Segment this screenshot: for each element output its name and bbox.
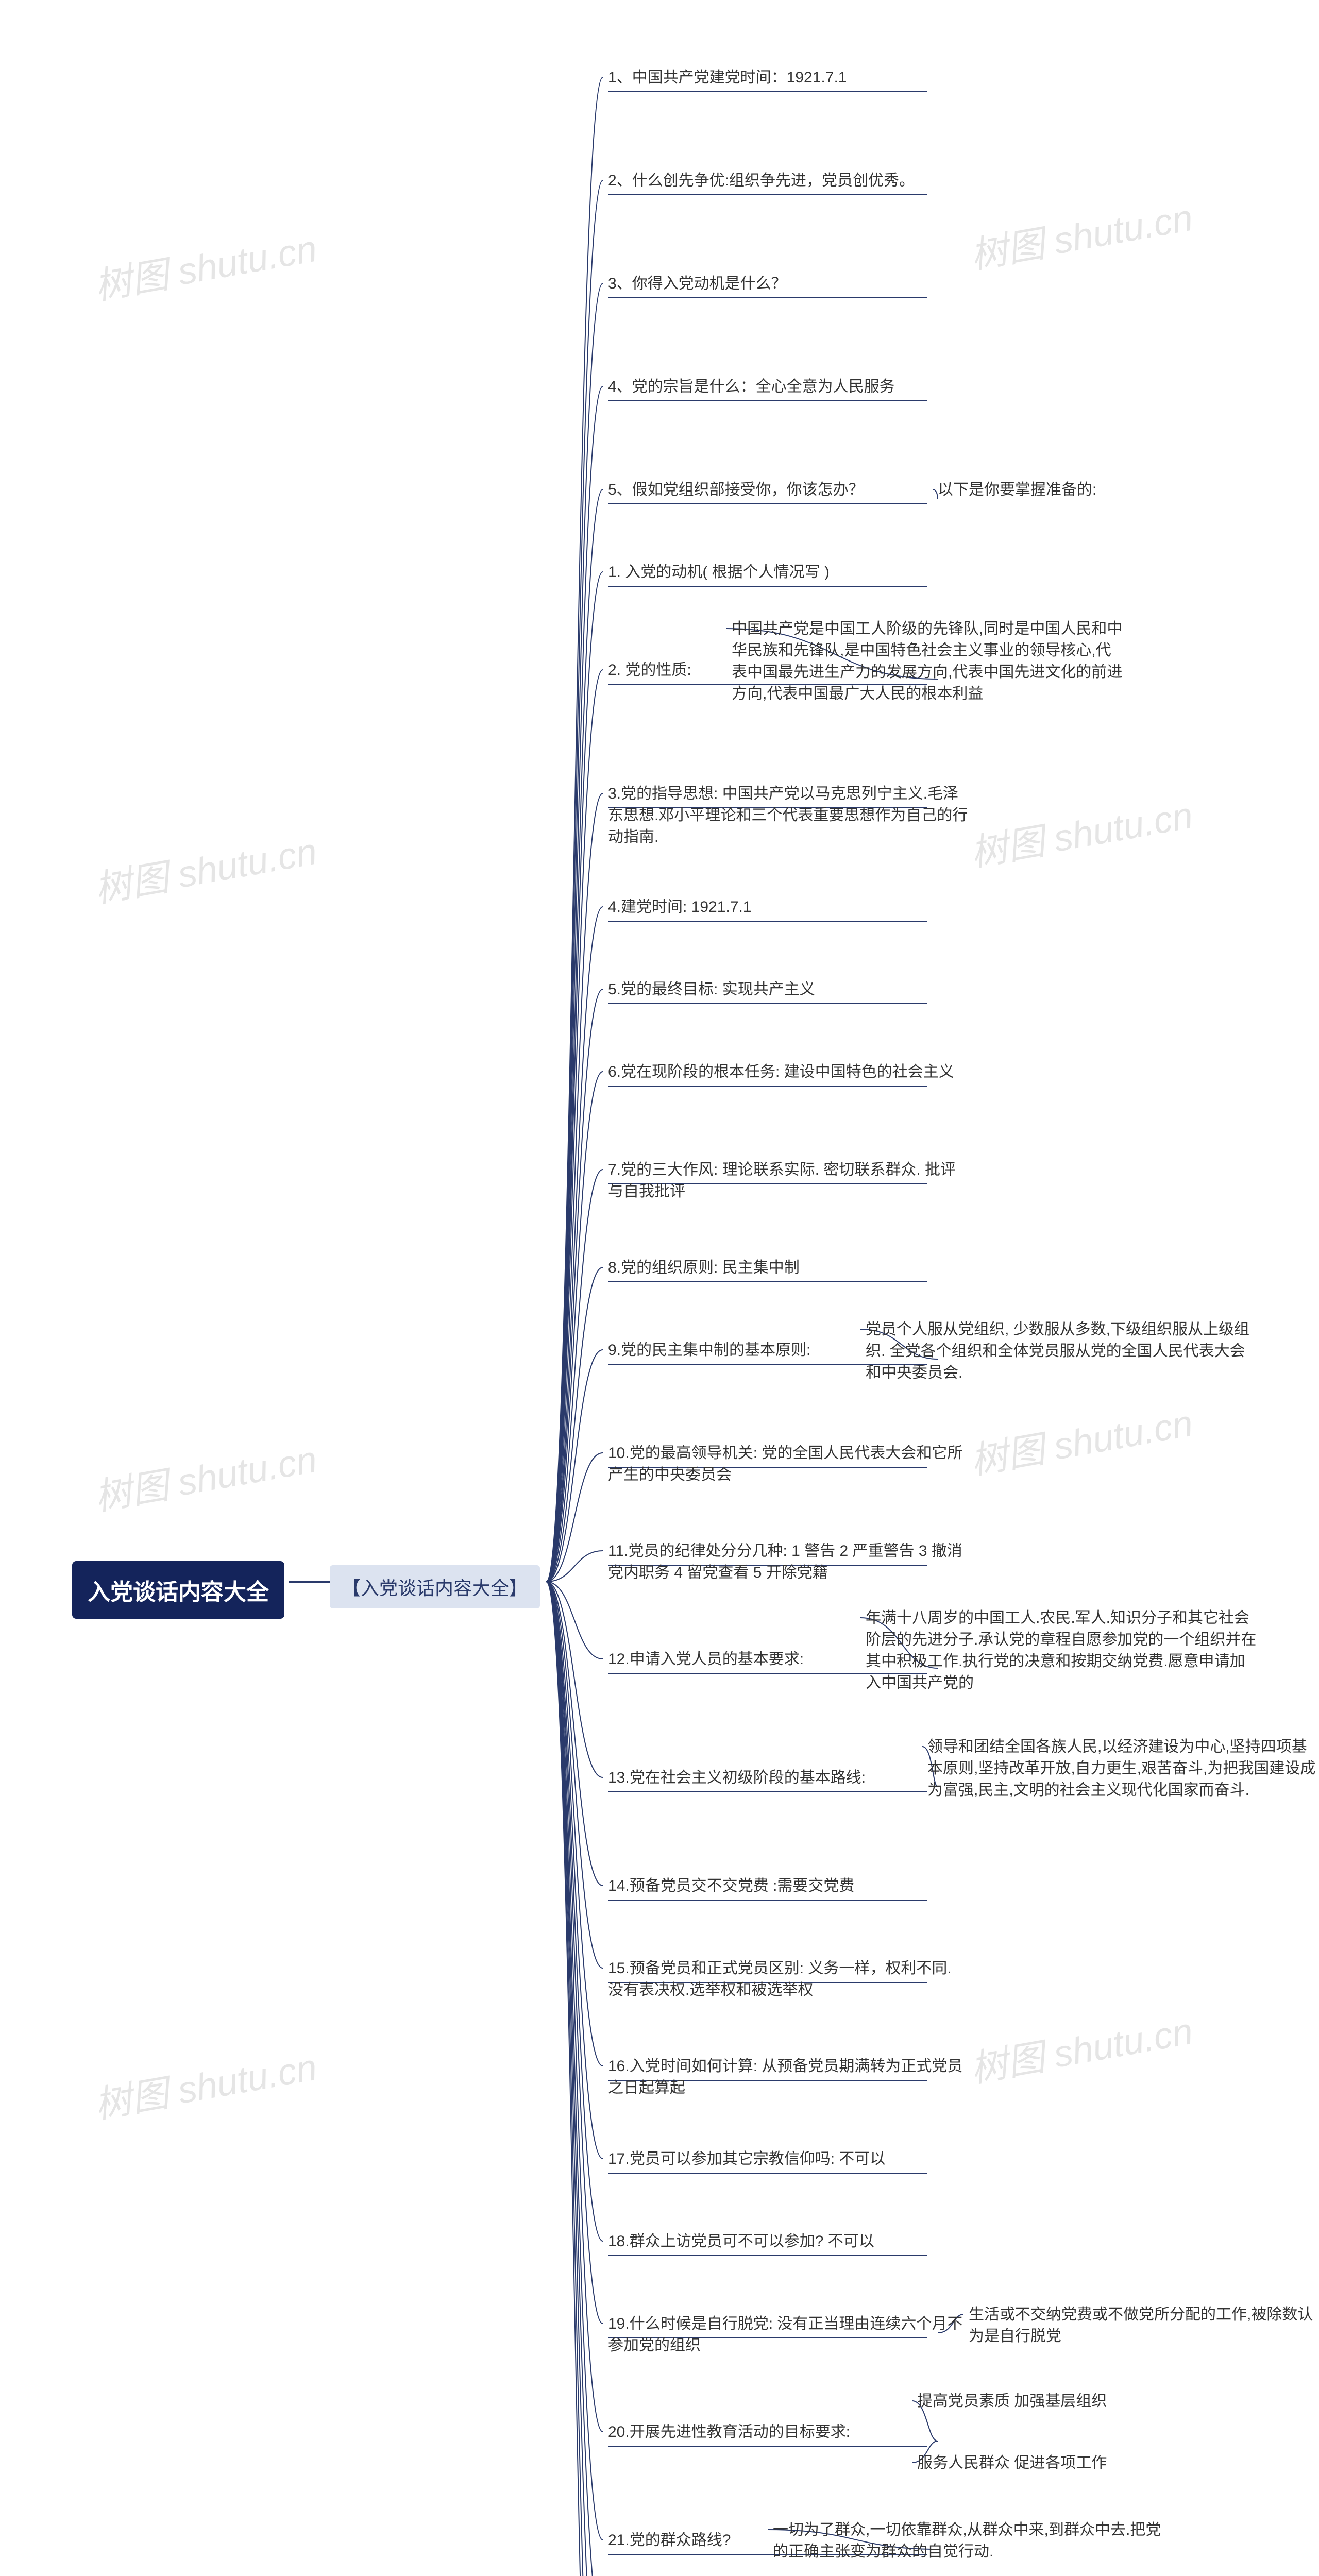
branch-node[interactable]: 4、党的宗旨是什么：全心全意为人民服务 <box>608 376 895 398</box>
branch-node[interactable]: 2、什么创先争优:组织争先进，党员创优秀。 <box>608 170 915 192</box>
branch-node[interactable]: 8.党的组织原则: 民主集中制 <box>608 1257 800 1279</box>
child-node[interactable]: 中国共产党是中国工人阶级的先锋队,同时是中国人民和中华民族和先锋队,是中国特色社… <box>732 618 1123 705</box>
branch-node[interactable]: 1. 入党的动机( 根据个人情况写 ) <box>608 562 830 583</box>
branch-node[interactable]: 18.群众上访党员可不可以参加? 不可以 <box>608 2231 874 2252</box>
branch-node[interactable]: 6.党在现阶段的根本任务: 建设中国特色的社会主义 <box>608 1061 954 1083</box>
branch-node[interactable]: 21.党的群众路线? <box>608 2530 731 2551</box>
branch-node[interactable]: 9.党的民主集中制的基本原则: <box>608 1340 810 1361</box>
branch-node[interactable]: 15.预备党员和正式党员区别: 义务一样，权利不同. 没有表决权.选举权和被选举… <box>608 1958 969 2001</box>
watermark: 树图 shutu.cn <box>90 1429 320 1521</box>
watermark: 树图 shutu.cn <box>966 187 1196 279</box>
watermark: 树图 shutu.cn <box>966 785 1196 877</box>
child-node[interactable]: 年满十八周岁的中国工人.农民.军人.知识分子和其它社会阶层的先进分子.承认党的章… <box>866 1607 1257 1694</box>
branch-node[interactable]: 5、假如党组织部接受你，你该怎办？ <box>608 479 864 501</box>
branch-node[interactable]: 7.党的三大作风: 理论联系实际. 密切联系群众. 批评与自我批评 <box>608 1159 969 1202</box>
branch-node[interactable]: 3、你得入党动机是什么？ <box>608 273 787 295</box>
branch-node[interactable]: 2. 党的性质: <box>608 659 691 681</box>
child-node[interactable]: 一切为了群众,一切依靠群众,从群众中来,到群众中去.把党的正确主张变为群众的自觉… <box>773 2519 1164 2563</box>
branch-node[interactable]: 19.什么时候是自行脱党: 没有正当理由连续六个月不参加党的组织 <box>608 2313 969 2357</box>
watermark: 树图 shutu.cn <box>90 821 320 913</box>
branch-node[interactable]: 14.预备党员交不交党费 :需要交党费 <box>608 1875 854 1897</box>
branch-node[interactable]: 17.党员可以参加其它宗教信仰吗: 不可以 <box>608 2148 885 2170</box>
watermark: 树图 shutu.cn <box>966 2001 1196 2093</box>
branch-node[interactable]: 20.开展先进性教育活动的目标要求: <box>608 2421 850 2443</box>
branch-node[interactable]: 13.党在社会主义初级阶段的基本路线: <box>608 1767 866 1789</box>
watermark: 树图 shutu.cn <box>90 2037 320 2129</box>
watermark: 树图 shutu.cn <box>966 1393 1196 1485</box>
branch-node[interactable]: 16.入党时间如何计算: 从预备党员期满转为正式党员之日起算起 <box>608 2056 969 2099</box>
level1-node[interactable]: 【入党谈话内容大全】 <box>330 1565 540 1608</box>
branch-node[interactable]: 3.党的指导思想: 中国共产党以马克思列宁主义.毛泽东思想.邓小平理论和三个代表… <box>608 783 969 848</box>
branch-node[interactable]: 4.建党时间: 1921.7.1 <box>608 896 751 918</box>
child-node[interactable]: 领导和团结全国各族人民,以经济建设为中心,坚持四项基本原则,坚持改革开放,自力更… <box>927 1736 1319 1801</box>
branch-node[interactable]: 12.申请入党人员的基本要求: <box>608 1649 804 1670</box>
branch-node[interactable]: 11.党员的纪律处分分几种: 1 警告 2 严重警告 3 撤消党内职务 4 留党… <box>608 1540 969 1584</box>
branch-node[interactable]: 1、中国共产党建党时间：1921.7.1 <box>608 67 847 89</box>
child-node[interactable]: 生活或不交纳党费或不做党所分配的工作,被除数认为是自行脱党 <box>969 2304 1319 2347</box>
branch-node[interactable]: 5.党的最终目标: 实现共产主义 <box>608 979 815 1001</box>
child-node[interactable]: 党员个人服从党组织, 少数服从多数,下级组织服从上级组织. 全党各个组织和全体党… <box>866 1319 1257 1384</box>
branch-node[interactable]: 10.党的最高领导机关: 党的全国人民代表大会和它所产生的中央委员会 <box>608 1443 969 1486</box>
child-node[interactable]: 服务人民群众 促进各项工作 <box>917 2452 1107 2474</box>
root-node[interactable]: 入党谈话内容大全 <box>72 1561 284 1619</box>
child-node[interactable]: 以下是你要掌握准备的: <box>938 479 1096 501</box>
watermark: 树图 shutu.cn <box>90 218 320 310</box>
child-node[interactable]: 提高党员素质 加强基层组织 <box>917 2391 1107 2412</box>
